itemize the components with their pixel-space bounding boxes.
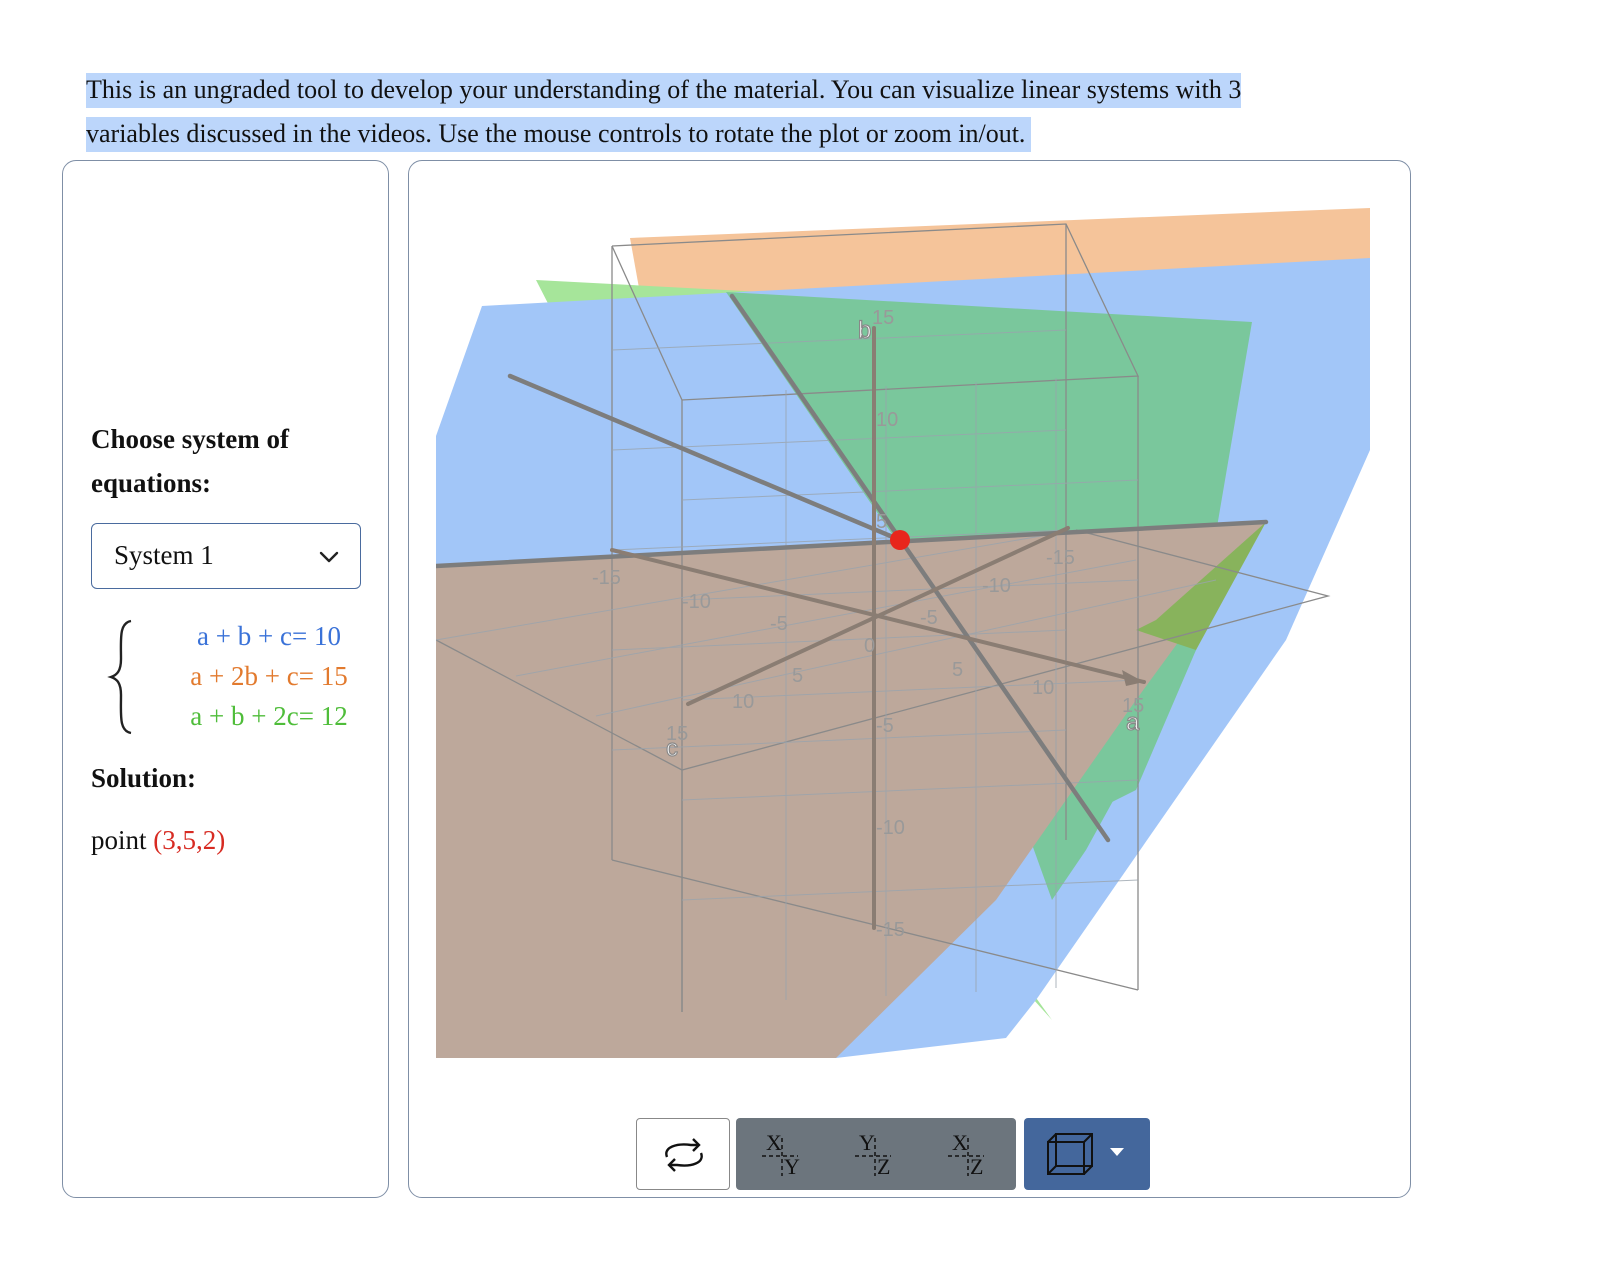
view-xz-bottom: Z	[970, 1154, 983, 1179]
view-xy-icon: X Y	[762, 1130, 800, 1179]
view-xy-button[interactable]: X Y	[736, 1118, 829, 1190]
controls-panel: Choose system of equations: System 1 a +…	[62, 160, 389, 1198]
view-yz-top: Y	[859, 1130, 875, 1155]
tick-b-neg10: -10	[876, 817, 905, 839]
tick-a-0: 0	[864, 635, 875, 657]
view-xz-icon: X Z	[948, 1130, 984, 1179]
axis-label-b: b	[858, 317, 871, 344]
tick-b-neg5: -5	[876, 715, 894, 737]
tick-a-neg5: -5	[770, 613, 788, 635]
solution-coordinates: (3,5,2)	[153, 825, 226, 855]
view-yz-button[interactable]: Y Z	[829, 1118, 922, 1190]
view-buttons-group: X Y Y Z X Z	[736, 1118, 1016, 1190]
tick-c-10: 10	[732, 691, 754, 713]
axis-label-c: c	[666, 735, 678, 762]
plane-intersection-region	[436, 522, 1266, 1058]
choose-system-label: Choose system of equations:	[91, 424, 289, 498]
intro-text: This is an ungraded tool to develop your…	[86, 68, 1316, 156]
equation-1: a + b + c= 10	[197, 621, 341, 651]
3d-plot-canvas[interactable]: -15 -10 -5 0 5 10 a 15 15 b 10 5 -5 -10 …	[436, 200, 1390, 1100]
tick-b-10: 10	[876, 409, 898, 431]
plane-eq3-lower	[1016, 650, 1196, 900]
tick-c-5: 5	[792, 665, 803, 687]
plane-eq3-right	[1136, 522, 1266, 650]
tick-c-neg15: -15	[1046, 547, 1075, 569]
solution-label: Solution:	[91, 763, 197, 793]
tick-c-neg10: -10	[982, 575, 1011, 597]
view-yz-icon: Y Z	[855, 1130, 891, 1179]
axis-label-a: a	[1126, 709, 1140, 736]
view-yz-bottom: Z	[877, 1154, 890, 1179]
tick-a-5: 5	[952, 659, 963, 681]
tick-b-15: 15	[872, 307, 894, 329]
grid-lines	[436, 329, 1217, 1000]
equation-3: a + b + 2c= 12	[190, 701, 348, 731]
tick-b-5: 5	[876, 511, 887, 533]
solution-prefix: point	[91, 825, 147, 855]
axis-c	[686, 526, 1070, 706]
chevron-down-icon	[319, 551, 339, 563]
reset-view-button[interactable]	[636, 1118, 730, 1190]
tick-a-neg10: -10	[682, 591, 711, 613]
tick-c-15: 15	[666, 723, 688, 745]
cube-icon	[1047, 1133, 1124, 1175]
tick-a-neg15: -15	[592, 567, 621, 589]
view-xz-button[interactable]: X Z	[922, 1118, 1015, 1190]
view-xy-top: X	[766, 1130, 782, 1155]
caret-down-icon	[1110, 1148, 1124, 1156]
rotate-reset-icon	[665, 1138, 703, 1172]
brace-icon	[107, 619, 132, 735]
view-xy-bottom: Y	[784, 1154, 800, 1179]
projection-dropdown-button[interactable]	[1024, 1118, 1150, 1190]
view-xz-top: X	[952, 1130, 968, 1155]
tick-c-neg5: -5	[920, 607, 938, 629]
solution-point: point (3,5,2)	[91, 825, 225, 856]
system-select-value: System 1	[114, 540, 214, 570]
intersection-lines	[436, 293, 1269, 843]
tick-b-neg15: -15	[876, 919, 905, 941]
axis-a-arrow	[1122, 670, 1144, 686]
axes	[610, 326, 1146, 930]
tick-a-15: 15	[1122, 695, 1144, 717]
system-select[interactable]: System 1	[91, 523, 361, 589]
equation-2: a + 2b + c= 15	[190, 661, 348, 691]
solution-point-marker[interactable]	[890, 530, 910, 550]
tick-a-10: 10	[1032, 677, 1054, 699]
